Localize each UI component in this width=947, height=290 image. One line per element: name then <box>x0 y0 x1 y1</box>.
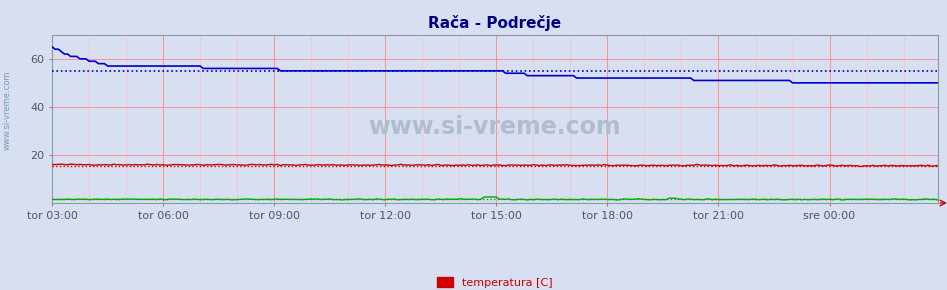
Text: www.si-vreme.com: www.si-vreme.com <box>368 115 621 139</box>
Text: www.si-vreme.com: www.si-vreme.com <box>3 70 12 150</box>
Legend: temperatura [C], pretok [m3/s], višina [cm]: temperatura [C], pretok [m3/s], višina [… <box>432 273 558 290</box>
Title: Rača - Podrečje: Rača - Podrečje <box>428 15 562 31</box>
